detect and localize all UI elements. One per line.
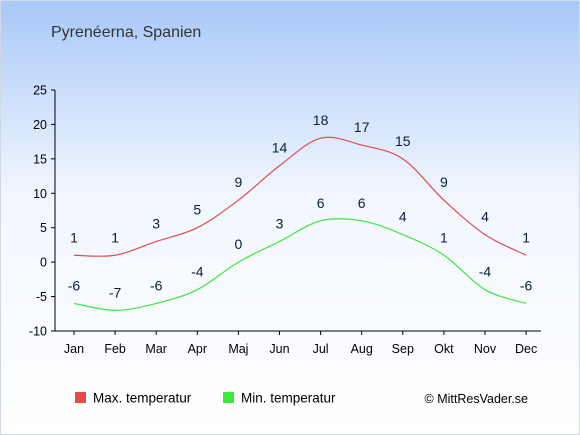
y-tick-label: 15 <box>33 152 47 166</box>
x-tick-label: Feb <box>104 342 126 356</box>
min-data-label: 6 <box>317 195 325 211</box>
max-data-label: 9 <box>440 174 448 190</box>
x-tick-label: Sep <box>392 342 414 356</box>
min-temperature-line <box>73 218 527 311</box>
chart-title: Pyrenéerna, Spanien <box>51 24 201 41</box>
max-data-label: 14 <box>272 140 288 156</box>
y-tick-label: 0 <box>40 256 47 270</box>
max-data-label: 1 <box>70 229 78 245</box>
y-tick-label: 25 <box>33 84 47 98</box>
min-data-label: 6 <box>358 195 366 211</box>
x-tick-label: Mar <box>145 342 167 356</box>
legend-label-max: Max. temperatur <box>93 391 192 406</box>
x-tick-label: Jun <box>269 342 289 356</box>
max-data-label: 1 <box>522 229 530 245</box>
max-data-label: 5 <box>193 202 201 218</box>
min-data-label: -4 <box>191 264 204 280</box>
data-labels: 1 1 3 5 9 14 18 17 15 9 4 1 -6 -7 -6 -4 0 3 6 6 4 1 -4 -6 <box>68 112 533 300</box>
min-data-label: -4 <box>479 264 492 280</box>
y-tick-label: 5 <box>40 221 47 235</box>
series-layer <box>73 136 527 311</box>
max-data-label: 3 <box>152 215 160 231</box>
min-data-label: 0 <box>235 236 243 252</box>
min-data-label: -7 <box>109 284 122 300</box>
x-tick-label: Dec <box>515 342 537 356</box>
max-data-label: 1 <box>111 229 119 245</box>
min-data-label: -6 <box>68 277 81 293</box>
y-tick-label: -10 <box>29 325 47 339</box>
max-data-label: 17 <box>354 119 370 135</box>
min-data-label: 3 <box>276 215 284 231</box>
x-tick-label: Maj <box>228 342 248 356</box>
legend: Max. temperatur Min. temperatur <box>75 391 336 406</box>
legend-swatch-max <box>75 392 86 403</box>
x-tick-label: Jul <box>313 342 329 356</box>
y-tick-label: 20 <box>33 118 47 132</box>
min-data-label: -6 <box>520 277 533 293</box>
x-tick-label: Apr <box>188 342 207 356</box>
max-data-label: 4 <box>481 209 489 225</box>
min-data-label: 4 <box>399 209 407 225</box>
credit-text: © MittResVader.se <box>425 392 529 406</box>
max-data-label: 15 <box>395 133 411 149</box>
x-tick-label: Jan <box>64 342 84 356</box>
x-tick-label: Nov <box>474 342 497 356</box>
min-data-label: 1 <box>440 229 448 245</box>
max-data-label: 9 <box>235 174 243 190</box>
y-tick-label: -5 <box>36 290 47 304</box>
y-tick-label: 10 <box>33 187 47 201</box>
min-data-label: -6 <box>150 277 163 293</box>
x-tick-label: Aug <box>351 342 373 356</box>
max-temperature-line <box>73 136 527 257</box>
legend-swatch-min <box>223 392 234 403</box>
legend-label-min: Min. temperatur <box>241 391 336 406</box>
x-tick-label: Okt <box>434 342 454 356</box>
max-data-label: 18 <box>313 112 329 128</box>
